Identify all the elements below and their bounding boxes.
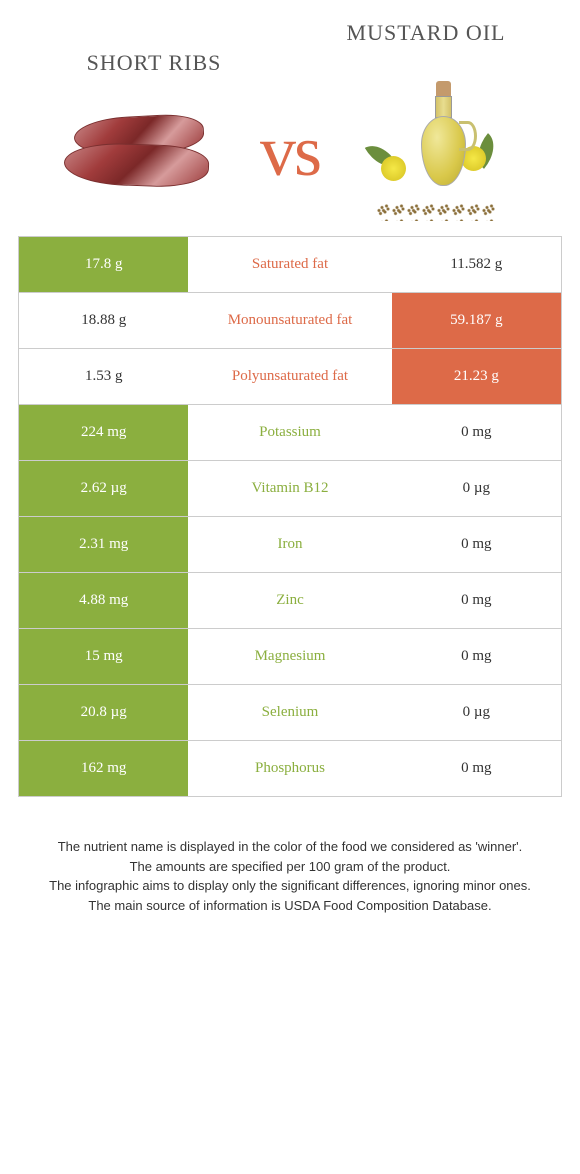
- left-value: 15 mg: [19, 629, 188, 684]
- nutrient-label: Zinc: [188, 573, 391, 628]
- note-line: The nutrient name is displayed in the co…: [28, 837, 552, 857]
- left-value: 17.8 g: [19, 237, 188, 292]
- note-line: The infographic aims to display only the…: [28, 876, 552, 896]
- right-value: 0 µg: [392, 685, 561, 740]
- right-value: 21.23 g: [392, 349, 561, 404]
- header: Short ribs Mustard oil: [18, 20, 562, 76]
- nutrient-label: Magnesium: [188, 629, 391, 684]
- left-value: 224 mg: [19, 405, 188, 460]
- vs-label: vs: [260, 110, 320, 193]
- ribs-illustration: [59, 116, 219, 186]
- nutrient-label: Saturated fat: [188, 237, 391, 292]
- nutrient-label: Vitamin B12: [188, 461, 391, 516]
- right-value: 0 mg: [392, 629, 561, 684]
- table-row: 15 mgMagnesium0 mg: [19, 629, 561, 685]
- nutrient-label: Polyunsaturated fat: [188, 349, 391, 404]
- table-row: 2.62 µgVitamin B120 µg: [19, 461, 561, 517]
- left-value: 2.31 mg: [19, 517, 188, 572]
- note-line: The amounts are specified per 100 gram o…: [28, 857, 552, 877]
- nutrient-table: 17.8 gSaturated fat11.582 g18.88 gMonoun…: [18, 236, 562, 797]
- nutrient-label: Potassium: [188, 405, 391, 460]
- infographic-page: Short ribs Mustard oil vs 17.8 gSaturate…: [0, 0, 580, 935]
- footnotes: The nutrient name is displayed in the co…: [18, 837, 562, 915]
- table-row: 20.8 µgSelenium0 µg: [19, 685, 561, 741]
- right-food-image: [320, 91, 562, 211]
- right-value: 0 mg: [392, 517, 561, 572]
- note-line: The main source of information is USDA F…: [28, 896, 552, 916]
- nutrient-label: Phosphorus: [188, 741, 391, 796]
- left-value: 18.88 g: [19, 293, 188, 348]
- table-row: 162 mgPhosphorus0 mg: [19, 741, 561, 797]
- image-row: vs: [18, 91, 562, 211]
- nutrient-label: Monounsaturated fat: [188, 293, 391, 348]
- right-value: 0 mg: [392, 741, 561, 796]
- nutrient-label: Iron: [188, 517, 391, 572]
- oil-illustration: [366, 81, 516, 221]
- left-value: 20.8 µg: [19, 685, 188, 740]
- left-value: 1.53 g: [19, 349, 188, 404]
- nutrient-label: Selenium: [188, 685, 391, 740]
- food-title-left: Short ribs: [18, 20, 290, 76]
- left-value: 162 mg: [19, 741, 188, 796]
- right-value: 0 µg: [392, 461, 561, 516]
- left-value: 2.62 µg: [19, 461, 188, 516]
- right-value: 59.187 g: [392, 293, 561, 348]
- right-value: 0 mg: [392, 573, 561, 628]
- table-row: 1.53 gPolyunsaturated fat21.23 g: [19, 349, 561, 405]
- table-row: 224 mgPotassium0 mg: [19, 405, 561, 461]
- table-row: 2.31 mgIron0 mg: [19, 517, 561, 573]
- table-row: 17.8 gSaturated fat11.582 g: [19, 237, 561, 293]
- left-value: 4.88 mg: [19, 573, 188, 628]
- right-value: 0 mg: [392, 405, 561, 460]
- food-title-right: Mustard oil: [290, 20, 562, 46]
- table-row: 4.88 mgZinc0 mg: [19, 573, 561, 629]
- table-row: 18.88 gMonounsaturated fat59.187 g: [19, 293, 561, 349]
- right-value: 11.582 g: [392, 237, 561, 292]
- left-food-image: [18, 91, 260, 211]
